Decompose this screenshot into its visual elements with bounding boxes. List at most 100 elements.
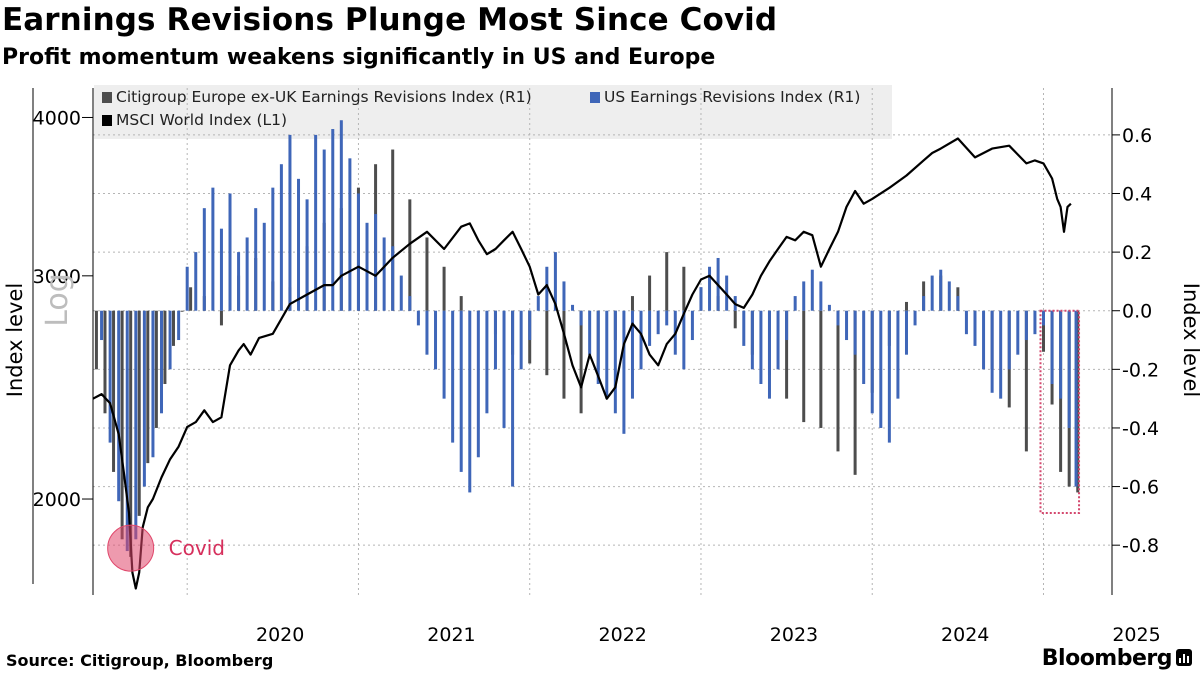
covid-highlight-circle <box>107 524 155 572</box>
bar <box>853 310 857 355</box>
bar <box>305 199 309 311</box>
legend: Citigroup Europe ex-UK Earnings Revision… <box>102 88 860 129</box>
covid-label: Covid <box>169 536 225 560</box>
bar <box>845 310 849 341</box>
x-tick-label: 2024 <box>941 624 989 646</box>
bar <box>1016 310 1020 355</box>
bar <box>802 281 806 311</box>
bar <box>331 129 335 311</box>
bar <box>1024 310 1028 452</box>
bar <box>750 310 754 370</box>
bar <box>154 310 158 428</box>
chart-title: Earnings Revisions Plunge Most Since Cov… <box>2 2 778 38</box>
left-axis-scale-label: Log <box>40 273 75 327</box>
bar <box>519 310 523 370</box>
bar <box>202 208 206 311</box>
right-tick-label: -0.8 <box>1122 535 1159 557</box>
bar <box>171 310 175 346</box>
bar <box>605 310 609 399</box>
x-tick-label: 2025 <box>1112 624 1160 646</box>
bar <box>279 164 283 311</box>
bar <box>930 275 934 311</box>
bar <box>904 310 908 355</box>
left-axis-title: Index level <box>3 283 27 397</box>
bar <box>391 246 395 311</box>
bar <box>146 310 150 464</box>
bar <box>434 310 438 370</box>
bar <box>100 310 104 341</box>
bar <box>613 310 617 414</box>
left-tick-label: 3000 <box>33 266 81 288</box>
bar <box>271 187 275 311</box>
right-tick-label: 0.0 <box>1122 301 1152 323</box>
bar <box>408 296 412 311</box>
bar <box>476 310 480 458</box>
chart-subtitle: Profit momentum weakens significantly in… <box>2 45 716 70</box>
bar <box>1033 310 1037 335</box>
x-tick-label: 2022 <box>599 624 647 646</box>
bar <box>493 310 497 370</box>
bar <box>648 275 652 311</box>
right-axis-title: Index level <box>1179 283 1200 397</box>
bar <box>862 310 866 384</box>
bar <box>596 310 600 384</box>
bar <box>630 296 634 311</box>
bar <box>177 310 181 341</box>
bar <box>708 266 712 311</box>
bar <box>682 266 686 311</box>
bar <box>545 310 549 376</box>
right-tick-label: 0.4 <box>1122 184 1152 206</box>
bar <box>356 193 360 311</box>
bar <box>94 310 98 370</box>
bar <box>853 310 857 475</box>
bar <box>776 310 780 370</box>
bar <box>819 281 823 311</box>
bar <box>879 310 883 428</box>
bar <box>1007 310 1011 370</box>
bar <box>442 266 446 311</box>
bar <box>733 310 737 329</box>
bar <box>120 310 124 540</box>
bar <box>245 237 249 311</box>
legend-background <box>94 85 892 139</box>
bar <box>1041 310 1045 326</box>
bar <box>630 310 634 399</box>
bar <box>129 310 133 557</box>
bar <box>767 310 771 399</box>
bar <box>682 310 686 370</box>
bar <box>1041 310 1045 352</box>
bar <box>870 310 874 414</box>
bar <box>416 310 420 326</box>
bar <box>125 310 129 552</box>
bar <box>887 310 891 443</box>
legend-label: US Earnings Revisions Index (R1) <box>604 88 860 106</box>
bar <box>579 310 583 414</box>
bar <box>511 310 515 487</box>
bar <box>973 310 977 346</box>
us-bars <box>100 120 1078 552</box>
bar <box>262 222 266 311</box>
bar <box>579 310 583 326</box>
right-tick-label: 0.2 <box>1122 242 1152 264</box>
recent-plunge-box <box>1039 309 1081 514</box>
bar <box>904 301 908 311</box>
bar <box>1067 310 1071 428</box>
bar <box>219 310 223 326</box>
bar <box>665 310 669 326</box>
bar <box>1024 310 1028 341</box>
right-tick-label: -0.6 <box>1122 477 1159 499</box>
bar <box>408 199 412 311</box>
bar <box>451 310 455 443</box>
bar <box>990 310 994 393</box>
bar <box>348 158 352 311</box>
bar <box>896 310 900 399</box>
bar <box>502 310 506 428</box>
bar <box>339 120 343 311</box>
source-note: Source: Citigroup, Bloomberg <box>6 651 274 670</box>
legend-label: Citigroup Europe ex-UK Earnings Revision… <box>116 88 532 106</box>
bar <box>562 281 566 311</box>
bar <box>785 310 789 399</box>
gridlines <box>93 88 1112 595</box>
bar <box>103 310 107 414</box>
bar <box>545 266 549 311</box>
